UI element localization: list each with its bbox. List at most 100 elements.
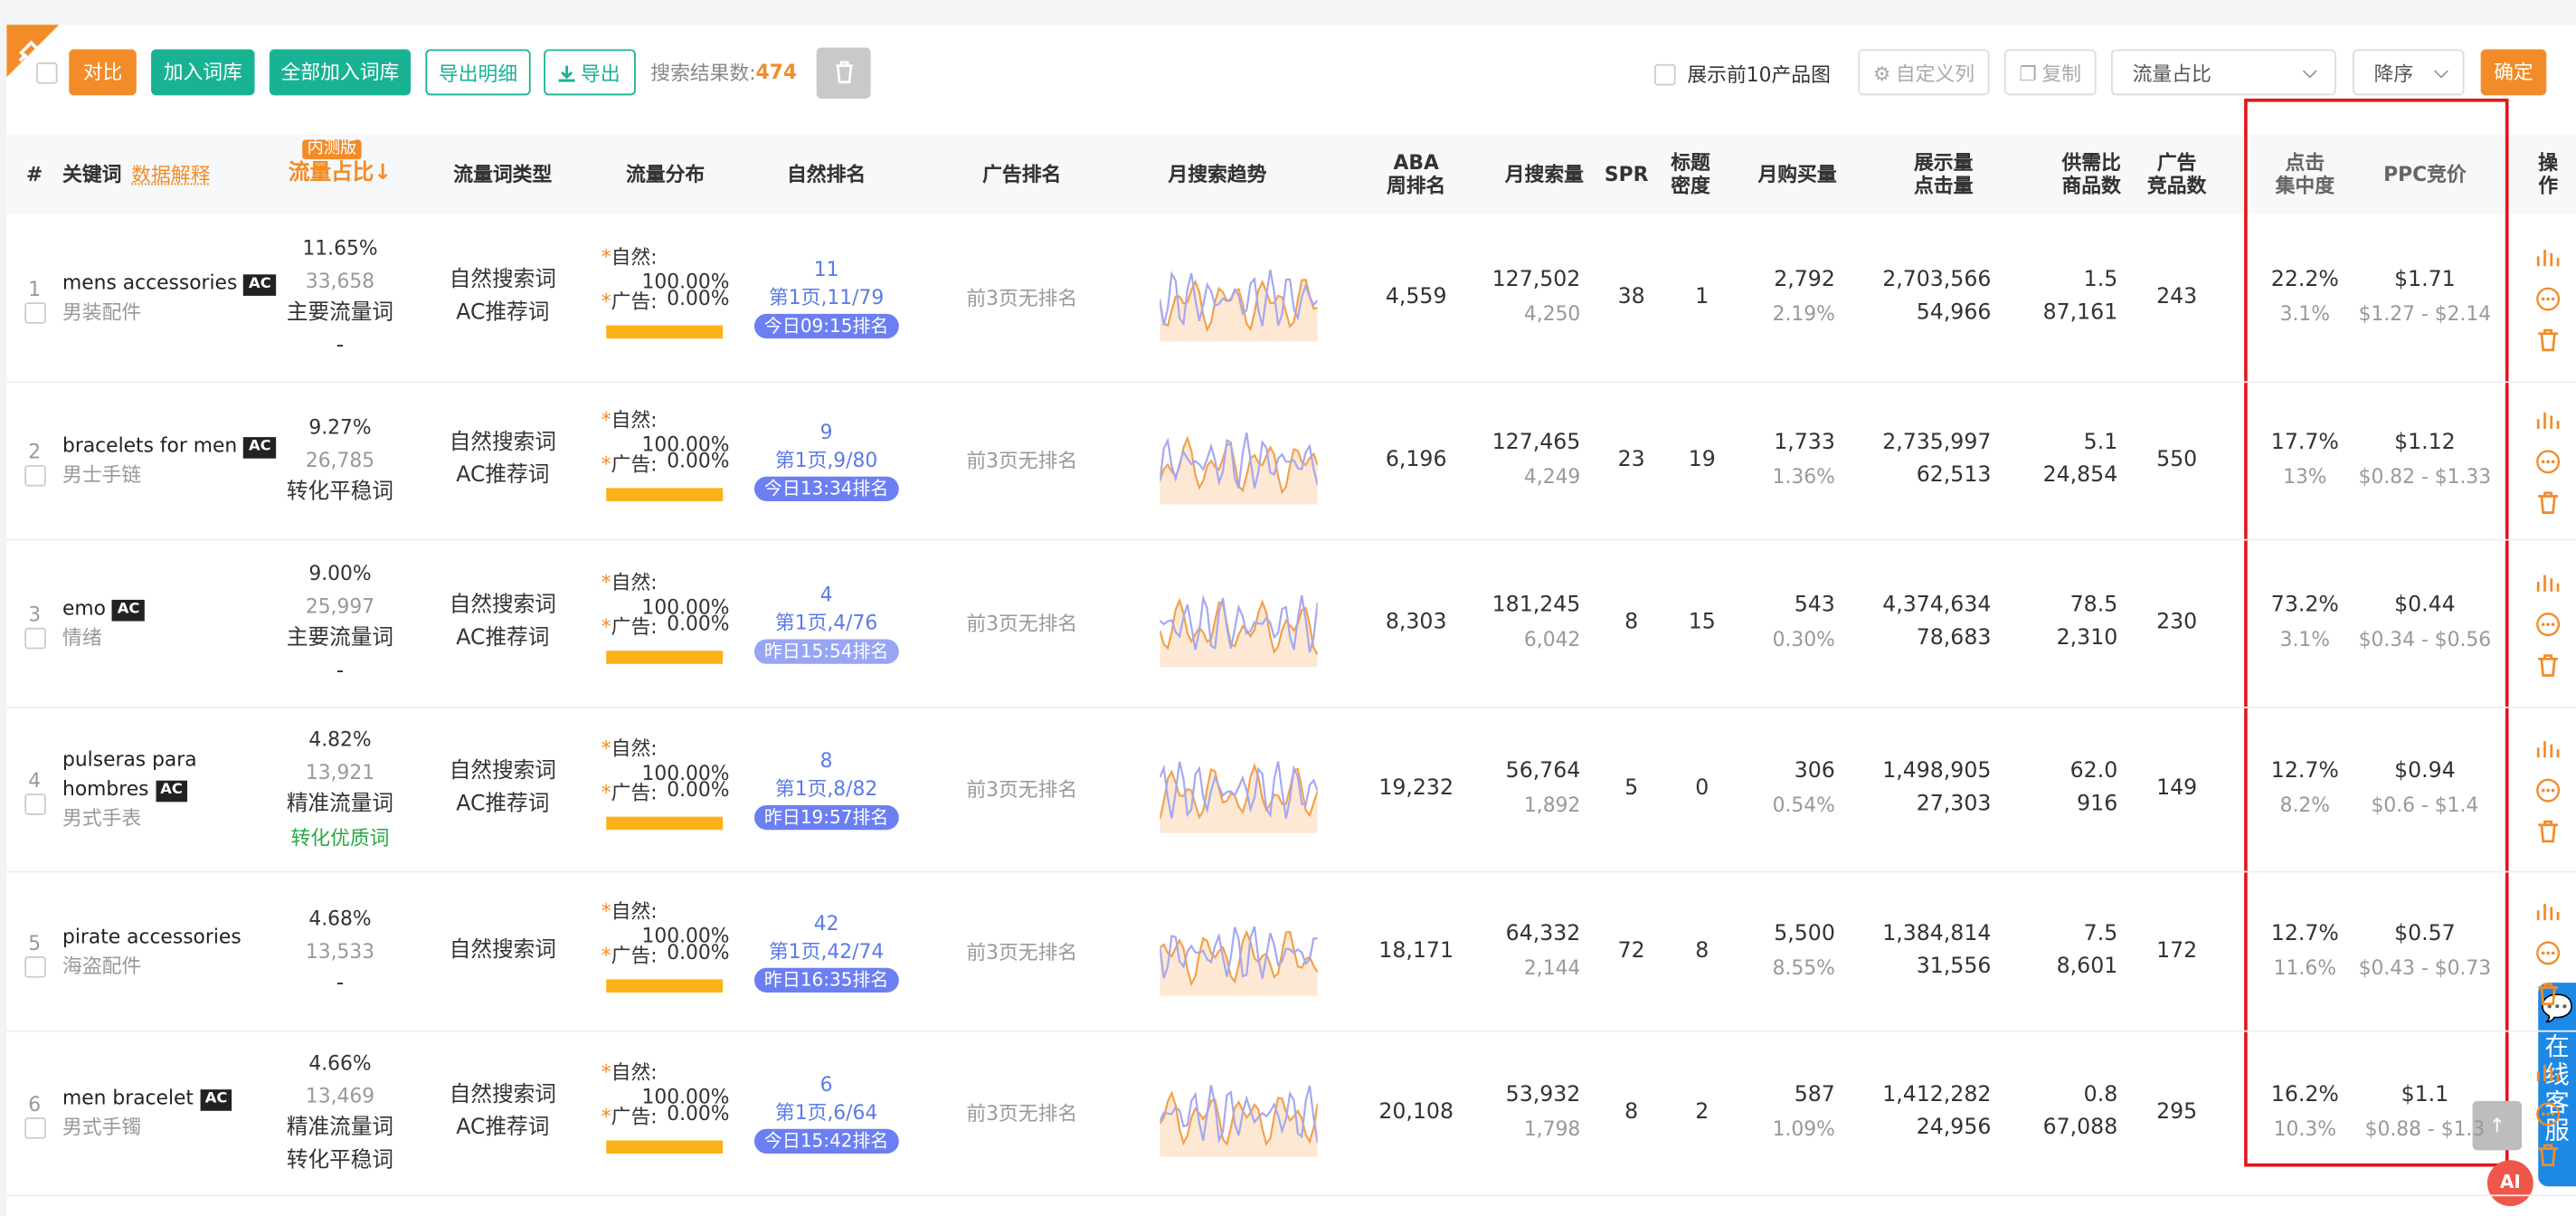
traffic-tag: - [336, 333, 345, 358]
more-icon[interactable] [2535, 939, 2562, 965]
word-type: AC推荐词 [456, 1116, 550, 1141]
trend-line [1160, 594, 1318, 653]
trend-area [1160, 1093, 1318, 1157]
custom-columns-button[interactable]: ⚙ 自定义列 [1858, 49, 1990, 96]
more-icon[interactable] [2535, 777, 2562, 803]
keyword[interactable]: pirate accessories [62, 924, 242, 948]
ad-competitors: 172 [2156, 938, 2198, 964]
word-type: 自然搜索词 [449, 593, 556, 618]
select-all[interactable] [35, 62, 58, 84]
add-all-button[interactable]: 全部加入词库 [269, 49, 412, 96]
more-icon[interactable] [2535, 286, 2562, 312]
dist-label: 广告: [611, 943, 658, 966]
ai-button[interactable]: AI [2486, 1160, 2533, 1207]
keyword[interactable]: bracelets for men [62, 433, 238, 457]
products: 8,601 [2056, 954, 2118, 979]
icon-dot [2541, 1112, 2545, 1116]
sort-field-select[interactable]: 流量占比 [2110, 49, 2336, 96]
click-sub: 8.2% [2279, 793, 2331, 817]
search-cell: 181,245 6,042 [1492, 590, 1581, 656]
trend-area [1160, 600, 1318, 668]
header-cell: # [26, 162, 43, 186]
row-check[interactable] [24, 627, 46, 650]
search-volume: 127,465 [1492, 430, 1581, 456]
impressions: 2,735,997 [1882, 430, 1992, 456]
sd-ratio: 1.5 [2083, 268, 2118, 293]
keyword[interactable]: emo [62, 596, 107, 620]
keyword[interactable]: men bracelet [62, 1086, 194, 1109]
row-check[interactable] [24, 464, 46, 487]
trend-line [1160, 761, 1318, 819]
sd-ratio: 62.0 [2069, 759, 2118, 784]
button-text: 加入词库 [163, 61, 242, 84]
buy-cell: 587 1.09% [1773, 1079, 1835, 1145]
rank[interactable]: 8 [819, 749, 833, 773]
header-cell: 流量分布 [626, 162, 706, 186]
icon-dot [2541, 460, 2545, 464]
delete-icon[interactable] [2535, 489, 2562, 516]
click-cell: 73.2% 3.1% [2271, 590, 2339, 656]
rank[interactable]: 4 [819, 583, 833, 607]
rank-cell: 9 第1页,9/80 今日13:34排名 [753, 419, 899, 501]
header-cell: 流量词类型 [453, 162, 553, 186]
chart-icon[interactable] [2535, 245, 2562, 271]
aba-rank: 6,196 [1385, 447, 1447, 473]
monthly-buy: 1,733 [1774, 430, 1835, 456]
export-detail-button[interactable]: 导出明细 [425, 49, 531, 96]
chart-icon[interactable] [2535, 570, 2562, 596]
ad-competitors: 149 [2156, 776, 2198, 802]
aba-rank: 4,559 [1385, 285, 1447, 310]
rank[interactable]: 6 [819, 1072, 833, 1097]
row-check[interactable] [24, 1117, 46, 1139]
delete-icon[interactable] [2535, 818, 2562, 844]
row-check[interactable] [24, 302, 46, 324]
delete-icon[interactable] [2535, 1142, 2562, 1168]
pin-corner[interactable] [6, 24, 60, 78]
chart-icon[interactable] [2535, 407, 2562, 433]
rank[interactable]: 9 [819, 420, 833, 444]
ac-badge: AC [155, 780, 188, 803]
add-lib-button[interactable]: 加入词库 [151, 49, 255, 96]
delete-button[interactable] [816, 47, 871, 99]
compare-button[interactable]: 对比 [69, 49, 137, 96]
dist-bar [606, 325, 724, 339]
dist-value: 100.00% [641, 923, 730, 947]
delete-icon[interactable] [2535, 980, 2562, 1006]
search-sub: 1,798 [1523, 1117, 1581, 1141]
service-tab[interactable]: 💬 在线客服 [2538, 983, 2576, 1187]
dist-mark: * [601, 898, 611, 922]
header-cell: 月搜索量 [1504, 162, 1584, 186]
chart-icon[interactable] [2535, 1059, 2562, 1086]
chart-icon[interactable] [2535, 898, 2562, 925]
word-type: 自然搜索词 [449, 1082, 556, 1108]
export-button[interactable]: 导出 [544, 49, 636, 96]
sort-order-select[interactable]: 降序 [2352, 49, 2465, 96]
traffic-tag: 主要流量词 [286, 300, 394, 326]
more-icon[interactable] [2535, 612, 2562, 638]
buy-cell: 306 0.54% [1773, 755, 1835, 822]
dist-line: *自然: 100.00% [601, 1058, 730, 1108]
keyword[interactable]: mens accessories [62, 271, 238, 295]
copy-button[interactable]: ❐ 复制 [2003, 49, 2097, 96]
type-cell: 自然搜索词 AC推荐词 [450, 755, 556, 822]
row-check[interactable] [24, 793, 46, 815]
chart-icon[interactable] [2535, 736, 2562, 763]
rank[interactable]: 11 [813, 258, 839, 281]
show-images-check[interactable] [1654, 63, 1676, 86]
dist-label: 广告: [611, 615, 658, 639]
back-to-top[interactable]: ↑ [2472, 1100, 2523, 1151]
delete-icon[interactable] [2535, 652, 2562, 679]
more-icon[interactable] [2535, 1101, 2562, 1127]
keyword-cn: 男式手镯 [62, 1116, 142, 1139]
click-concentration: 22.2% [2270, 268, 2339, 293]
delete-icon[interactable] [2535, 327, 2562, 353]
header-cell: 供需比 商品数 [2061, 151, 2121, 197]
keyword[interactable]: pulseras para hombres [62, 747, 197, 801]
row-check[interactable] [24, 955, 46, 977]
more-icon[interactable] [2535, 449, 2562, 475]
search-cell: 53,932 1,798 [1506, 1079, 1581, 1145]
ppc: $1.12 [2394, 430, 2456, 456]
rank[interactable]: 42 [813, 911, 839, 935]
ppc-range: $1.27 - $2.14 [2358, 302, 2492, 326]
confirm-button[interactable]: 确定 [2480, 49, 2547, 96]
